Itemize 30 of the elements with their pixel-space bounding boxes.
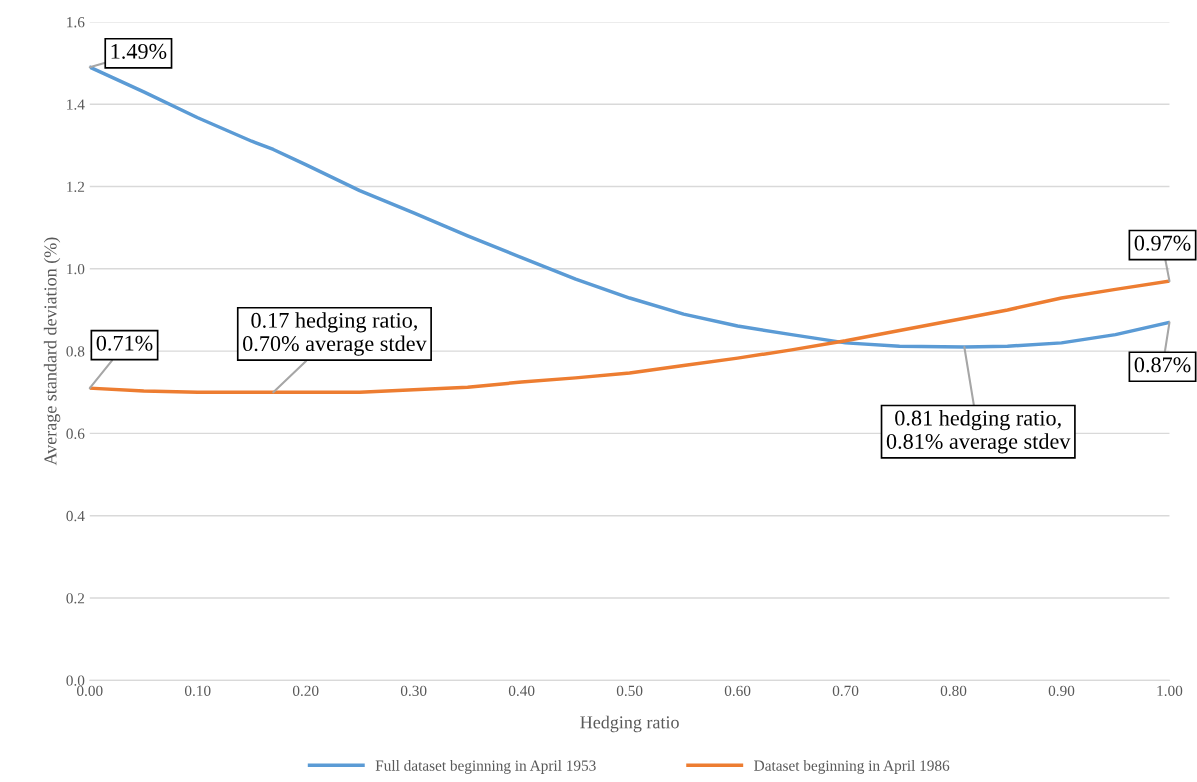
annotation: 1.49% xyxy=(111,43,167,59)
y-tick-label: 1.2 xyxy=(67,181,85,193)
x-tick-label: 0.20 xyxy=(292,685,319,697)
annotation: 0.97% xyxy=(1134,235,1191,251)
x-axis-title: Hedging ratio xyxy=(580,715,679,733)
x-tick-label: 0.10 xyxy=(184,685,211,697)
y-tick-label: 1.4 xyxy=(67,99,85,110)
y-tick-label: 0.4 xyxy=(66,510,85,522)
x-tick-label: 1.00 xyxy=(1157,685,1183,697)
y-axis-title: Average standard deviation (%) xyxy=(43,237,61,466)
legend-label: Dataset beginning in April 1986 xyxy=(754,760,950,774)
y-tick-label: 0.2 xyxy=(66,593,85,604)
y-tick-label: 1.0 xyxy=(67,263,85,275)
x-tick-label: 0.00 xyxy=(76,685,103,697)
x-tick-label: 0.90 xyxy=(1048,685,1075,697)
y-tick-label: 0.8 xyxy=(66,346,85,357)
y-tick-label: 0.6 xyxy=(66,428,85,439)
x-tick-label: 0.40 xyxy=(508,685,535,697)
x-tick-label: 0.70 xyxy=(832,685,859,697)
y-tick-label: 1.6 xyxy=(67,17,85,28)
y-tick-label: 0.0 xyxy=(66,675,85,686)
x-tick-label: 0.80 xyxy=(940,685,967,697)
annotation: 0.81 hedging ratio, 0.81% average stdev xyxy=(886,409,1071,454)
annotation: 0.87% xyxy=(1134,357,1191,373)
annotation: 0.71% xyxy=(96,335,153,351)
annotation: 0.17 hedging ratio, 0.70% average stdev xyxy=(243,312,427,356)
legend-label: Full dataset beginning in April 1953 xyxy=(375,760,596,774)
x-tick-label: 0.50 xyxy=(616,685,643,697)
x-tick-label: 0.30 xyxy=(400,685,427,697)
x-tick-label: 0.60 xyxy=(724,685,751,697)
